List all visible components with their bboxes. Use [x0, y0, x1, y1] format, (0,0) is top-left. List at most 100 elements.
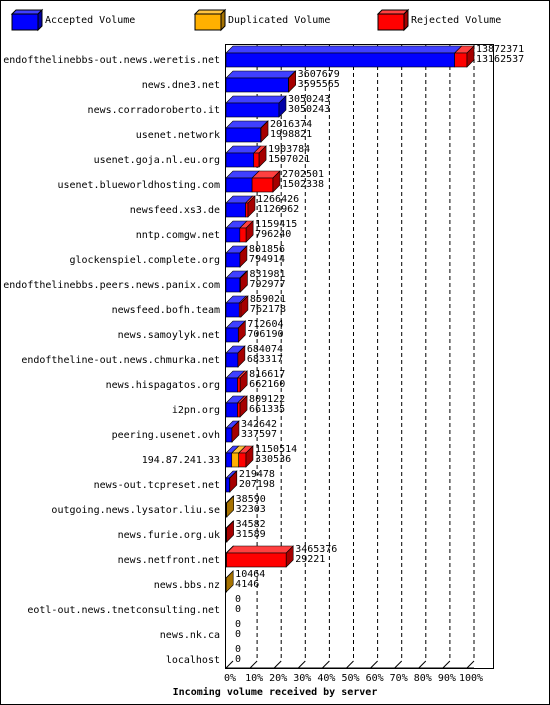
y-tick-label: 194.87.241.33: [142, 455, 220, 466]
bar-front: [454, 52, 468, 68]
legend-swatch: [194, 13, 222, 31]
bar-side: [245, 220, 254, 243]
accepted-label: 1597021: [268, 154, 310, 165]
bar-side: [226, 495, 234, 518]
total-label: 712604: [247, 319, 283, 330]
x-tick-label: 0%: [224, 673, 236, 684]
total-label: 801856: [249, 244, 285, 255]
total-label: 2016374: [270, 119, 312, 130]
y-tick-label: usenet.blueworldhosting.com: [57, 180, 220, 191]
bar-front: [225, 227, 241, 243]
bar-front: [225, 177, 253, 193]
y-tick-label: endoftheline-out.news.chmurka.net: [21, 355, 220, 366]
accepted-label: 0: [235, 629, 241, 640]
total-label: 3607679: [298, 69, 340, 80]
y-tick-label: news-out.tcpreset.net: [94, 480, 220, 491]
accepted-label: 683317: [247, 354, 283, 365]
x-tick-label: 40%: [317, 673, 335, 684]
accepted-label: 1998821: [270, 129, 312, 140]
bar-front: [225, 52, 455, 68]
bar-side: [225, 570, 234, 593]
x-tick-label: 60%: [366, 673, 384, 684]
bar-segment: [225, 145, 262, 168]
bar-top: [225, 45, 463, 54]
y-tick-label: news.samoylyk.net: [118, 330, 220, 341]
tick-mark: [346, 660, 354, 669]
y-tick-label: news.netfront.net: [118, 555, 220, 566]
x-tick-label: 100%: [459, 673, 483, 684]
total-label: 859021: [250, 294, 286, 305]
accepted-label: 792977: [249, 279, 285, 290]
accepted-label: 794914: [249, 254, 285, 265]
tick-mark: [249, 660, 258, 669]
total-label: 684074: [247, 344, 283, 355]
accepted-label: 661335: [249, 404, 285, 415]
y-tick-label: localhost: [166, 655, 220, 666]
bar-front: [225, 452, 233, 468]
bar-top: [225, 545, 294, 554]
accepted-label: 662160: [249, 379, 285, 390]
y-tick-label: nntp.comgw.net: [136, 230, 220, 241]
accepted-label: 32303: [236, 504, 266, 515]
x-tick-label: 20%: [269, 673, 287, 684]
x-tick-label: 90%: [438, 673, 456, 684]
bar-front: [225, 252, 241, 268]
total-label: 1159415: [255, 219, 297, 230]
bar-front: [225, 327, 239, 343]
bar-front: [225, 102, 280, 118]
y-tick-label: outgoing.news.lysator.liu.se: [51, 505, 220, 516]
tick-mark: [442, 660, 451, 669]
bar-front: [237, 377, 241, 393]
x-tick-label: 10%: [245, 673, 263, 684]
bar-side: [229, 470, 238, 493]
y-tick-label: usenet.goja.nl.eu.org: [94, 155, 220, 166]
legend-label: Rejected Volume: [411, 15, 501, 26]
bar-front: [225, 377, 238, 393]
y-tick-label: peering.usenet.ovh: [112, 430, 220, 441]
x-tick-label: 80%: [414, 673, 432, 684]
total-label: 0: [235, 644, 241, 655]
bar-segment: [225, 95, 287, 118]
bar-side: [240, 270, 248, 293]
bar-segment: [225, 120, 269, 143]
bar-side: [239, 245, 248, 268]
bar-front: [225, 477, 230, 493]
bar-front: [251, 177, 274, 193]
legend-label: Duplicated Volume: [228, 15, 330, 26]
total-label: 1150514: [255, 444, 297, 455]
y-tick-label: newsfeed.bofh.team: [112, 305, 220, 316]
bar-side: [278, 95, 287, 118]
bar-top: [225, 70, 297, 79]
accepted-label: 29221: [295, 554, 325, 565]
legend-label: Accepted Volume: [45, 15, 135, 26]
accepted-label: 3595565: [298, 79, 340, 90]
bar-side: [239, 395, 248, 418]
legend-swatch-top: [193, 9, 227, 15]
total-label: 3465376: [295, 544, 337, 555]
bar-side: [285, 545, 294, 568]
total-label: 831981: [249, 269, 285, 280]
bar-side: [466, 45, 475, 68]
y-tick-label: news.corradoroberto.it: [88, 105, 220, 116]
bar-front: [225, 202, 246, 218]
bar-side: [238, 320, 246, 343]
bar-front: [237, 402, 241, 418]
y-tick-label: endofthelinebbs.peers.news.panix.com: [3, 280, 220, 291]
y-tick-label: newsfeed.xs3.de: [130, 205, 220, 216]
bar-segment: [225, 70, 297, 93]
bar-front: [245, 202, 249, 218]
y-tick-label: news.hispagatos.org: [106, 380, 220, 391]
bar-top: [225, 95, 287, 104]
accepted-label: 1126962: [257, 204, 299, 215]
total-label: 1266426: [257, 194, 299, 205]
total-label: 1903784: [268, 144, 310, 155]
accepted-label: 706190: [247, 329, 283, 340]
bar-front: [239, 227, 247, 243]
bar-side: [288, 70, 296, 93]
legend-swatch-top: [10, 9, 44, 15]
tick-mark: [225, 660, 234, 669]
bar-front: [225, 302, 240, 318]
accepted-label: 762178: [250, 304, 286, 315]
bar-side: [247, 195, 256, 218]
